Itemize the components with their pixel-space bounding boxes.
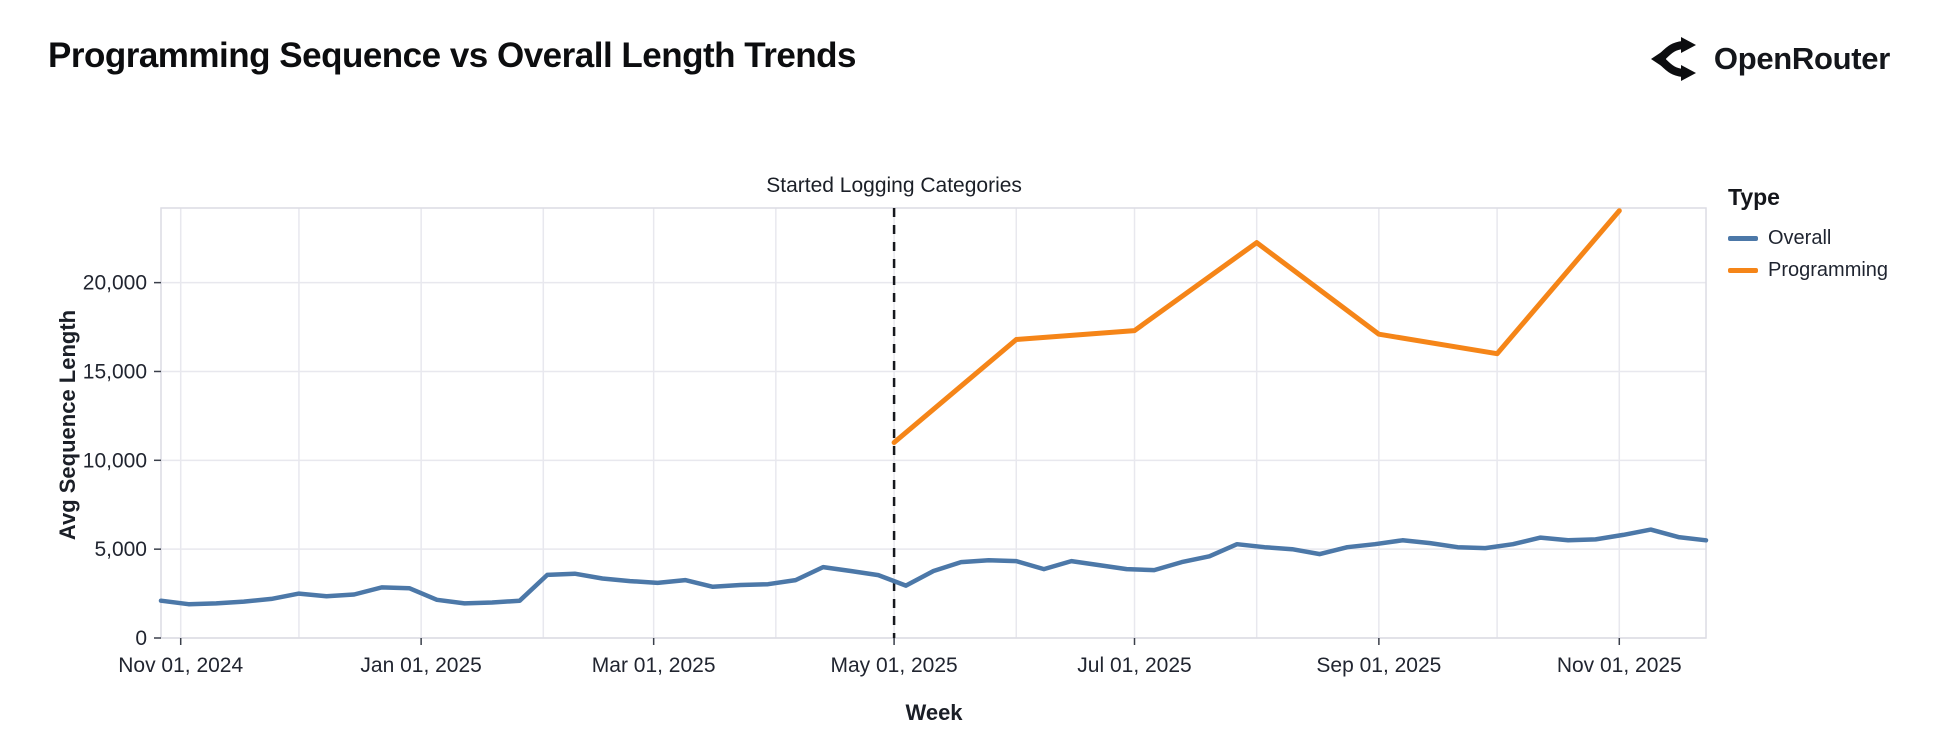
annotation-label: Started Logging Categories [766, 174, 1022, 197]
y-axis-title: Avg Sequence Length [55, 309, 80, 541]
brand-name: OpenRouter [1713, 41, 1890, 76]
y-tick-label: 5,000 [94, 538, 147, 561]
x-tick-label: May 01, 2025 [830, 654, 957, 677]
programming-line-swatch [1728, 268, 1758, 273]
x-tick-label: Sep 01, 2025 [1316, 654, 1441, 677]
series-line-overall [158, 527, 1709, 607]
legend-item-programming: Programming [1728, 259, 1888, 282]
legend-title: Type [1728, 184, 1780, 210]
series-line-programming [891, 208, 1622, 445]
x-tick-label: Jan 01, 2025 [360, 654, 481, 677]
x-tick-label: Nov 01, 2024 [118, 654, 243, 677]
y-tick-label: 15,000 [83, 360, 147, 383]
legend-label-programming: Programming [1768, 259, 1889, 281]
page-title: Programming Sequence vs Overall Length T… [48, 36, 857, 75]
x-tick-label: Jul 01, 2025 [1077, 654, 1191, 677]
y-tick-label: 20,000 [83, 272, 147, 295]
y-tick-label: 10,000 [83, 449, 147, 472]
overall-line-swatch [1728, 236, 1758, 241]
legend-item-overall: Overall [1728, 227, 1888, 250]
x-tick-label: Mar 01, 2025 [592, 654, 716, 677]
x-axis-title: Week [905, 700, 963, 725]
openrouter-logo-icon [1650, 37, 1696, 81]
openrouter-brand: OpenRouter [1650, 34, 1890, 84]
legend-label-overall: Overall [1768, 227, 1832, 249]
legend: Type Overall Programming [1728, 184, 1888, 291]
plot-border [160, 207, 1707, 639]
x-tick-label: Nov 01, 2025 [1557, 654, 1682, 677]
y-tick-label: 0 [135, 627, 147, 650]
